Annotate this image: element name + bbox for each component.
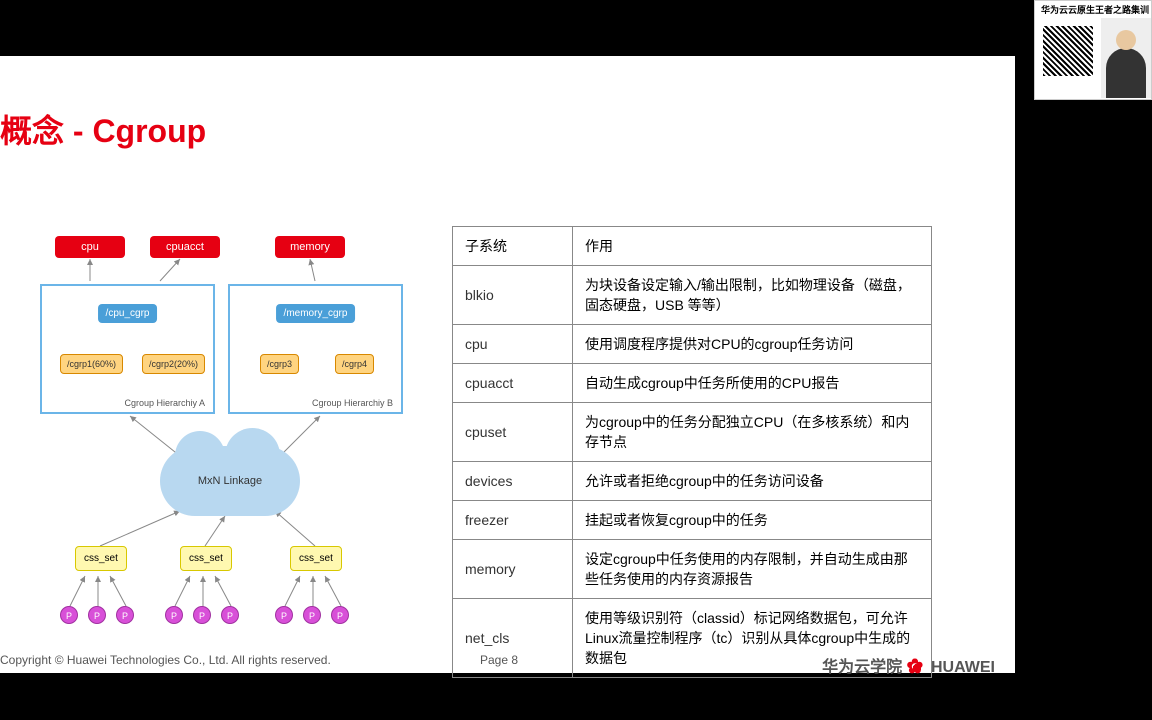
subsystem-cpuacct: cpuacct <box>150 236 220 258</box>
cgroup-root: /memory_cgrp <box>276 304 356 323</box>
table-row: freezer挂起或者恢复cgroup中的任务 <box>453 501 932 540</box>
css-set-node: css_set <box>290 546 342 571</box>
linkage-cloud: MxN Linkage <box>160 446 300 516</box>
webcam-overlay: 华为云云原生王者之路集训 <box>1034 0 1152 100</box>
process-node: P <box>275 606 293 624</box>
huawei-logo-icon <box>907 658 927 678</box>
table-row: cpuacct自动生成cgroup中任务所使用的CPU报告 <box>453 364 932 403</box>
table-row: blkio为块设备设定输入/输出限制，比如物理设备（磁盘，固态硬盘，USB 等等… <box>453 266 932 325</box>
presenter-video <box>1101 18 1151 98</box>
table-header: 作用 <box>573 227 932 266</box>
page-number: Page 8 <box>480 653 518 667</box>
process-node: P <box>303 606 321 624</box>
process-node: P <box>88 606 106 624</box>
hierarchy-box: Cgroup Hierarchiy A/cpu_cgrp/cgrp1(60%)/… <box>40 284 215 414</box>
table-row: devices允许或者拒绝cgroup中的任务访问设备 <box>453 462 932 501</box>
cgroup-child: /cgrp4 <box>335 354 374 374</box>
table-header: 子系统 <box>453 227 573 266</box>
css-set-node: css_set <box>180 546 232 571</box>
process-node: P <box>116 606 134 624</box>
subsystem-table: 子系统作用 blkio为块设备设定输入/输出限制，比如物理设备（磁盘，固态硬盘，… <box>452 226 932 678</box>
brand: 华为云学院 HUAWEI <box>822 653 995 678</box>
table-row: cpuset为cgroup中的任务分配独立CPU（在多核系统）和内存节点 <box>453 403 932 462</box>
process-node: P <box>221 606 239 624</box>
slide: 概念 - Cgroup cpucpuacc <box>0 56 1015 673</box>
process-node: P <box>331 606 349 624</box>
process-node: P <box>193 606 211 624</box>
cgroup-child: /cgrp3 <box>260 354 299 374</box>
qr-code <box>1043 26 1093 76</box>
process-node: P <box>60 606 78 624</box>
table-row: cpu使用调度程序提供对CPU的cgroup任务访问 <box>453 325 932 364</box>
copyright: Copyright © Huawei Technologies Co., Ltd… <box>0 653 331 667</box>
subsystem-memory: memory <box>275 236 345 258</box>
table-row: memory设定cgroup中任务使用的内存限制，并自动生成由那些任务使用的内存… <box>453 540 932 599</box>
subsystem-cpu: cpu <box>55 236 125 258</box>
cgroup-root: /cpu_cgrp <box>98 304 158 323</box>
overlay-title: 华为云云原生王者之路集训 <box>1035 1 1151 18</box>
cgroup-child: /cgrp2(20%) <box>142 354 205 374</box>
process-node: P <box>165 606 183 624</box>
hierarchy-box: Cgroup Hierarchiy B/memory_cgrp/cgrp3/cg… <box>228 284 403 414</box>
slide-title: 概念 - Cgroup <box>0 106 206 152</box>
css-set-node: css_set <box>75 546 127 571</box>
topbar <box>0 0 1152 56</box>
cgroup-child: /cgrp1(60%) <box>60 354 123 374</box>
cgroup-diagram: cpu cpuacct memory Cgroup Hierarchiy A/cpu… <box>30 236 430 656</box>
